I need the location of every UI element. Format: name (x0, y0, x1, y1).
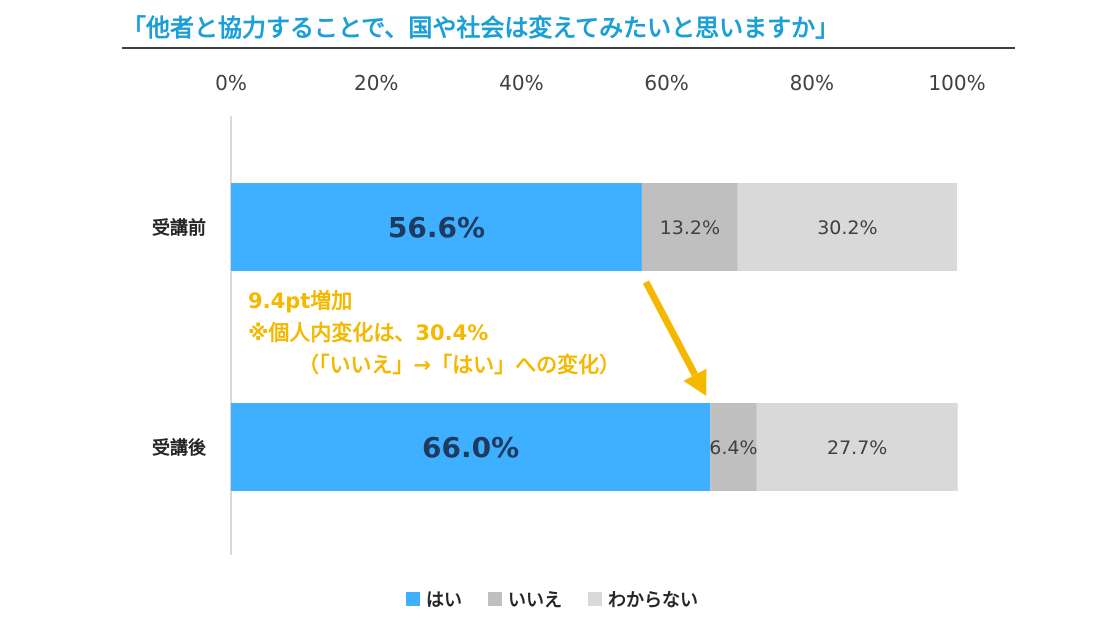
data-label: 6.4% (709, 437, 757, 459)
legend-swatch (488, 592, 502, 606)
data-label: 30.2% (817, 217, 877, 239)
x-tick-label: 60% (644, 71, 688, 95)
x-tick-label: 80% (790, 71, 834, 95)
x-tick-label: 20% (354, 71, 398, 95)
title-underline (122, 47, 1015, 49)
legend-swatch (406, 592, 420, 606)
legend-label: わからない (608, 590, 698, 611)
bar-segment (756, 403, 958, 491)
legend-label: はい (426, 590, 462, 611)
chart-title: 「他者と協力することで、国や社会は変えてみたいと思いますか」 (122, 14, 840, 42)
change-annotation: 9.4pt増加 ※個人内変化は、30.4% （「いいえ」→「はい」への変化） (248, 285, 620, 381)
data-label: 13.2% (660, 217, 720, 239)
annotation-line-2: ※個人内変化は、30.4% (248, 321, 489, 345)
bar-segment (737, 183, 957, 271)
legend-item: わからない (588, 586, 698, 612)
annotation-line-1: 9.4pt増加 (248, 289, 353, 313)
bar-segment (641, 183, 738, 271)
bar-segment (231, 403, 711, 491)
legend-swatch (588, 592, 602, 606)
annotation-line-3: （「いいえ」→「はい」への変化） (298, 353, 621, 377)
chart-legend: はい いいえ わからない (0, 586, 1104, 612)
legend-item: はい (406, 586, 462, 612)
bar-segment (710, 403, 757, 491)
data-label: 56.6% (388, 211, 485, 244)
bar-segment (231, 183, 642, 271)
annotation-arrow-shaft (642, 280, 699, 377)
category-label: 受講後 (152, 437, 207, 459)
data-label: 66.0% (422, 431, 519, 464)
legend-label: いいえ (508, 590, 562, 611)
x-tick-label: 0% (215, 71, 247, 95)
annotation-arrow-head (683, 368, 707, 396)
x-tick-label: 40% (499, 71, 543, 95)
x-tick-label: 100% (928, 71, 985, 95)
data-label: 27.7% (827, 437, 887, 459)
legend-item: いいえ (488, 586, 562, 612)
category-label: 受講前 (152, 217, 206, 239)
